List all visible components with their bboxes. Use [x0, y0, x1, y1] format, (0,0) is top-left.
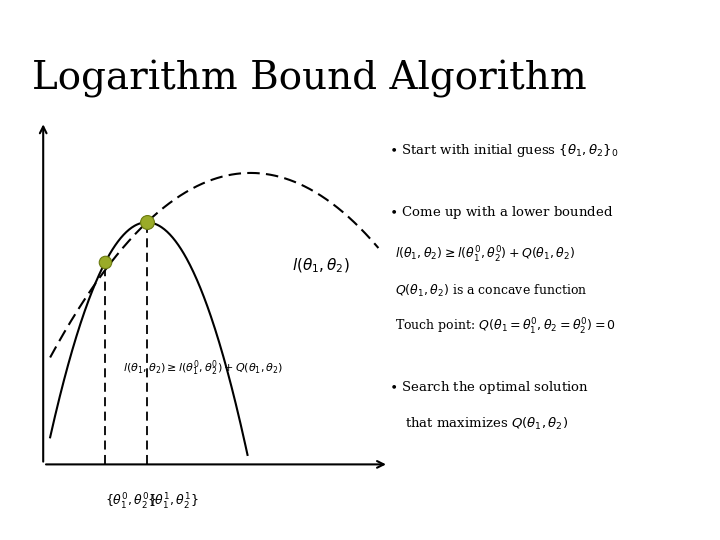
Text: $\bullet$ Come up with a lower bounded: $\bullet$ Come up with a lower bounded [389, 204, 613, 221]
Text: $Q(\theta_1,\theta_2)$ is a concave function: $Q(\theta_1,\theta_2)$ is a concave func… [395, 282, 588, 299]
Text: Logarithm Bound Algorithm: Logarithm Bound Algorithm [32, 60, 587, 98]
Text: $\{\theta_1^1,\theta_2^1\}$: $\{\theta_1^1,\theta_2^1\}$ [147, 492, 199, 512]
Text: $\bullet$ Search the optimal solution: $\bullet$ Search the optimal solution [389, 379, 589, 396]
Text: $l(\theta_1,\theta_2) \geq l(\theta_1^0,\theta_2^0)+Q(\theta_1,\theta_2)$: $l(\theta_1,\theta_2) \geq l(\theta_1^0,… [122, 359, 283, 378]
Text: $l(\theta_1,\theta_2) \geq l(\theta_1^0,\theta_2^0) + Q(\theta_1,\theta_2)$: $l(\theta_1,\theta_2) \geq l(\theta_1^0,… [395, 245, 575, 265]
Text: that maximizes $Q(\theta_1,\theta_2)$: that maximizes $Q(\theta_1,\theta_2)$ [405, 416, 568, 433]
Text: $\{\theta_1^0,\theta_2^0\}$: $\{\theta_1^0,\theta_2^0\}$ [105, 492, 158, 512]
Text: $l(\theta_1,\theta_2)$: $l(\theta_1,\theta_2)$ [292, 256, 350, 275]
Text: $\bullet$ Start with initial guess $\{\theta_1,\theta_2\}_0$: $\bullet$ Start with initial guess $\{\t… [389, 142, 618, 159]
Text: Touch point: $Q(\theta_1 = \theta_1^0,\theta_2 = \theta_2^0) = 0$: Touch point: $Q(\theta_1 = \theta_1^0,\t… [395, 317, 616, 337]
